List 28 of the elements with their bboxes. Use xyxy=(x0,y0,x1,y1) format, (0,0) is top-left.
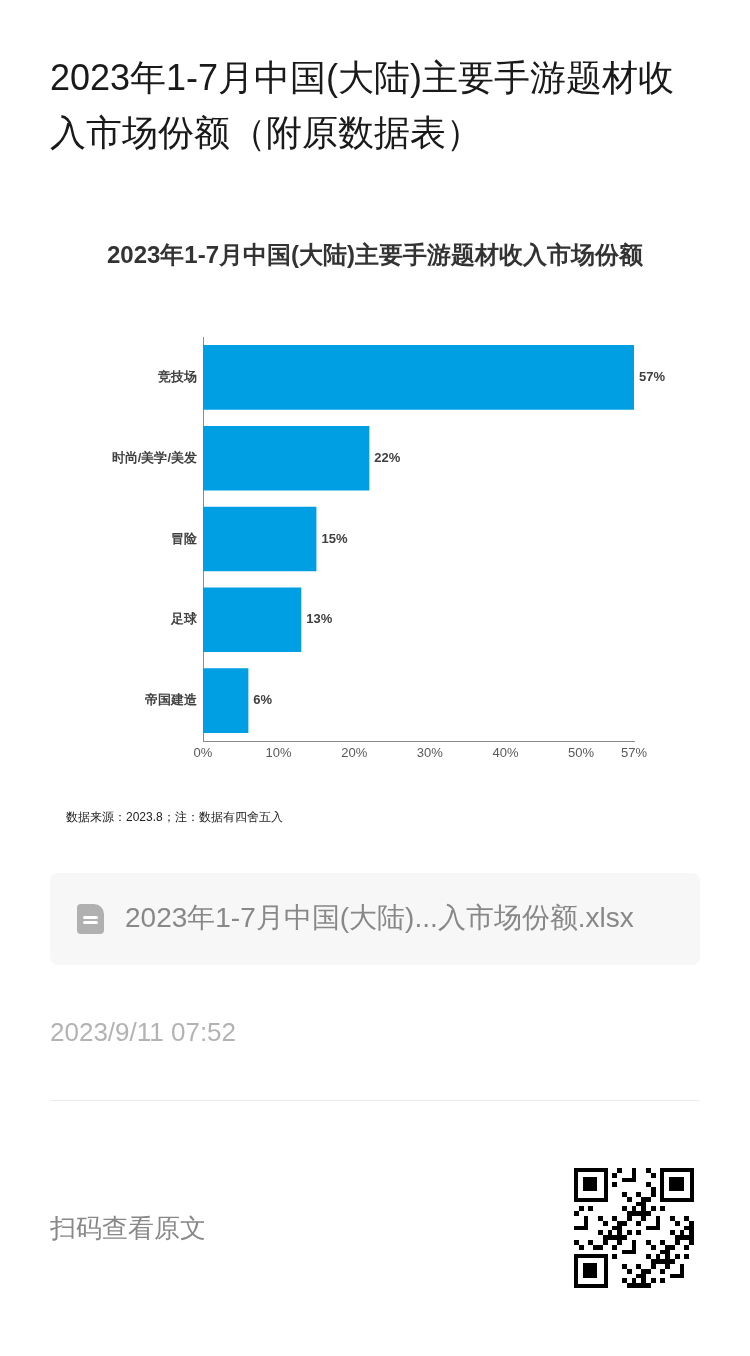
bar xyxy=(203,668,249,733)
chart-subtitle: 2023年1-7月中国(大陆)主要手游题材收入市场份额 xyxy=(105,240,645,270)
data-label: 22% xyxy=(374,449,401,465)
x-tick-label: 57% xyxy=(620,745,648,761)
data-label: 15% xyxy=(321,530,348,546)
bar xyxy=(203,425,370,491)
y-tick-label: 足球 xyxy=(170,611,198,627)
x-tick-label: 20% xyxy=(341,745,368,761)
x-tick-label: 10% xyxy=(265,745,293,761)
text: 2023年1-7月中国(大陆)...入市场份额.xlsx xyxy=(125,901,634,935)
source-note: 数据来源：2023.8；注：数据有四舍五入 xyxy=(66,809,283,825)
x-tick-label: 0% xyxy=(193,745,213,761)
y-tick-label: 竞技场 xyxy=(157,368,197,384)
chart-title: 2023年1-7月中国(大陆)主要手游题材收入市场份额（附原数据表） xyxy=(50,56,676,155)
bar xyxy=(203,506,317,572)
data-label: 57% xyxy=(639,368,666,384)
text: 2023/9/11 07:52 xyxy=(50,1016,237,1048)
text: 扫码查看原文 xyxy=(50,1212,206,1244)
x-tick-label: 40% xyxy=(492,745,519,761)
y-tick-label: 时尚/美学/美发 xyxy=(111,449,197,465)
y-tick-label: 冒险 xyxy=(171,530,198,546)
y-tick-label: 帝国建造 xyxy=(145,692,198,708)
x-tick-label: 30% xyxy=(416,745,444,761)
bar xyxy=(203,345,634,410)
data-label: 6% xyxy=(253,692,273,708)
x-tick-label: 50% xyxy=(568,745,595,761)
bar xyxy=(203,587,302,653)
data-label: 13% xyxy=(306,611,333,627)
